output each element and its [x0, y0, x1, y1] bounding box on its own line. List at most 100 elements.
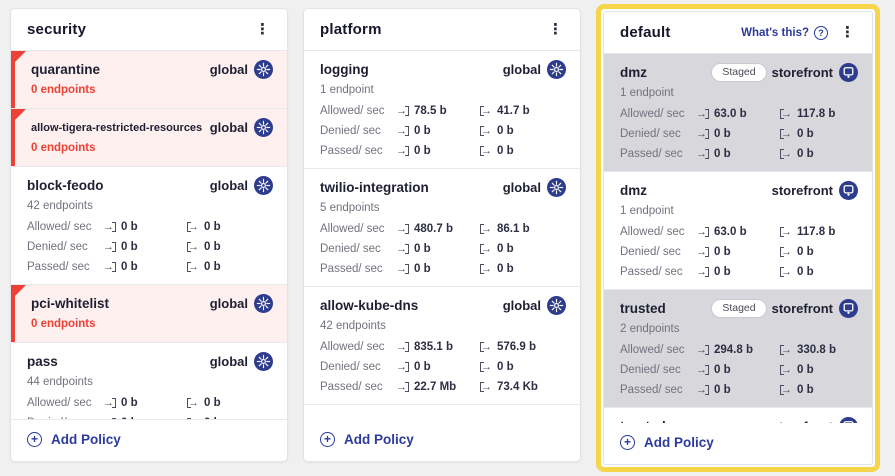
staged-badge: Staged [712, 64, 766, 81]
egress-icon [480, 382, 492, 393]
egress-value: 576.9 b [497, 341, 536, 353]
ingress-value: 0 b [414, 125, 431, 137]
egress-icon [780, 385, 792, 396]
stat-label: Allowed/ sec [620, 344, 685, 356]
ingress-icon [103, 262, 116, 273]
policy-scope: global [209, 354, 248, 369]
egress-value: 0 b [797, 266, 814, 278]
add-policy-button[interactable]: Add Policy [604, 423, 872, 464]
egress-value: 330.8 b [797, 344, 836, 356]
stat-row-denied: Denied/ sec 0 b 0 b [620, 242, 858, 262]
egress-icon [480, 126, 492, 137]
ingress-icon [696, 365, 709, 376]
policy-name: allow-kube-dns [320, 298, 419, 313]
kebab-menu-icon[interactable]: ⋮ [255, 21, 270, 38]
stat-label: Denied/ sec [27, 241, 88, 253]
egress-value: 0 b [204, 261, 221, 273]
policy-card-list: logging global 1 endpoint Allowed/ sec 7… [304, 51, 580, 420]
ingress-value: 0 b [121, 241, 138, 253]
egress-value: 0 b [204, 397, 221, 409]
ingress-value: 0 b [714, 128, 731, 140]
policy-name: logging [320, 62, 369, 77]
ingress-icon [103, 398, 116, 409]
stat-row-denied: Denied/ sec 0 b 0 b [320, 121, 566, 141]
policy-card[interactable]: dmz Staged storefront 1 endpoint Allowed… [604, 54, 872, 172]
ingress-value: 0 b [414, 263, 431, 275]
kebab-menu-icon[interactable]: ⋮ [548, 21, 563, 38]
staged-badge: Staged [712, 300, 766, 317]
policy-name: twilio-integration [320, 180, 429, 195]
add-policy-button[interactable]: Add Policy [304, 420, 580, 461]
egress-icon [780, 227, 792, 238]
stat-row-passed: Passed/ sec 22.7 Mb 73.4 Kb [320, 377, 566, 397]
highlighted-tier-frame: default What's this? ⋮ dmz Staged storef… [596, 4, 880, 472]
policy-card[interactable]: trusted storefront [604, 408, 872, 423]
ingress-icon [103, 242, 116, 253]
stat-label: Allowed/ sec [27, 221, 92, 233]
stat-label: Passed/ sec [320, 263, 383, 275]
stat-label: Allowed/ sec [320, 105, 385, 117]
stat-label: Passed/ sec [620, 384, 683, 396]
egress-icon [480, 244, 492, 255]
egress-value: 0 b [497, 145, 514, 157]
egress-icon [780, 267, 792, 278]
policy-title-row: trusted Staged storefront [620, 298, 858, 319]
tier-title: platform [320, 21, 382, 38]
add-policy-button[interactable]: Add Policy [11, 419, 287, 461]
egress-value: 0 b [497, 243, 514, 255]
kebab-menu-icon[interactable]: ⋮ [840, 24, 855, 41]
stat-row-denied: Denied/ sec 0 b 0 b [620, 124, 858, 144]
policy-card[interactable]: pci-whitelist global 0 endpoints [11, 285, 287, 343]
ingress-value: 0 b [121, 221, 138, 233]
ingress-icon [103, 222, 116, 233]
ingress-icon [696, 385, 709, 396]
egress-icon [480, 146, 492, 157]
policy-card[interactable]: twilio-integration global 5 endpoints Al… [304, 169, 580, 287]
policy-card[interactable]: block-feodo global 42 endpoints Allowed/… [11, 167, 287, 285]
policy-card[interactable]: trusted Staged storefront 2 endpoints Al… [604, 290, 872, 408]
policy-card[interactable]: allow-tigera-restricted-resources global… [11, 109, 287, 167]
stat-row-passed: Passed/ sec 0 b 0 b [620, 262, 858, 282]
policy-title-row: allow-tigera-restricted-resources global [31, 117, 273, 138]
ingress-value: 78.5 b [414, 105, 447, 117]
egress-icon [780, 345, 792, 356]
stat-row-allowed: Allowed/ sec 294.8 b 330.8 b [620, 340, 858, 360]
stat-row-passed: Passed/ sec 0 b 0 b [320, 141, 566, 161]
namespace-scope-icon [839, 299, 858, 318]
global-scope-icon [254, 118, 273, 137]
ingress-value: 835.1 b [414, 341, 453, 353]
ingress-value: 22.7 Mb [414, 381, 457, 393]
policy-card[interactable]: allow-kube-dns global 42 endpoints Allow… [304, 287, 580, 405]
stat-label: Allowed/ sec [620, 226, 685, 238]
policy-card[interactable]: logging global 1 endpoint Allowed/ sec 7… [304, 51, 580, 169]
stat-row-allowed: Allowed/ sec 835.1 b 576.9 b [320, 337, 566, 357]
egress-icon [480, 106, 492, 117]
help-circle-icon [814, 25, 828, 40]
whats-this-label: What's this? [741, 26, 809, 39]
stat-row-allowed: Allowed/ sec 0 b 0 b [27, 217, 273, 237]
tier-header: default What's this? ⋮ [604, 12, 872, 54]
ingress-icon [696, 227, 709, 238]
policy-card[interactable]: pass global 44 endpoints Allowed/ sec 0 … [11, 343, 287, 419]
policy-name: dmz [620, 65, 647, 80]
egress-value: 0 b [797, 246, 814, 258]
stat-row-allowed: Allowed/ sec 78.5 b 41.7 b [320, 101, 566, 121]
policy-card[interactable]: quarantine global 0 endpoints [11, 51, 287, 109]
policy-scope: storefront [771, 301, 833, 316]
policy-name: pci-whitelist [31, 296, 110, 311]
stat-label: Passed/ sec [320, 145, 383, 157]
stat-label: Passed/ sec [27, 261, 90, 273]
egress-icon [780, 247, 792, 258]
add-policy-label: Add Policy [644, 435, 714, 450]
endpoints-count: 2 endpoints [620, 323, 680, 335]
stat-label: Passed/ sec [620, 266, 683, 278]
policy-title-row: trusted storefront [620, 416, 858, 423]
egress-icon [187, 418, 199, 420]
whats-this-link[interactable]: What's this? [741, 25, 828, 40]
policy-title-row: quarantine global [31, 59, 273, 80]
policy-scope: global [502, 180, 541, 195]
ingress-value: 0 b [714, 148, 731, 160]
policy-name: quarantine [31, 62, 101, 77]
global-scope-icon [547, 178, 566, 197]
policy-card[interactable]: dmz storefront 1 endpoint Allowed/ sec 6… [604, 172, 872, 290]
